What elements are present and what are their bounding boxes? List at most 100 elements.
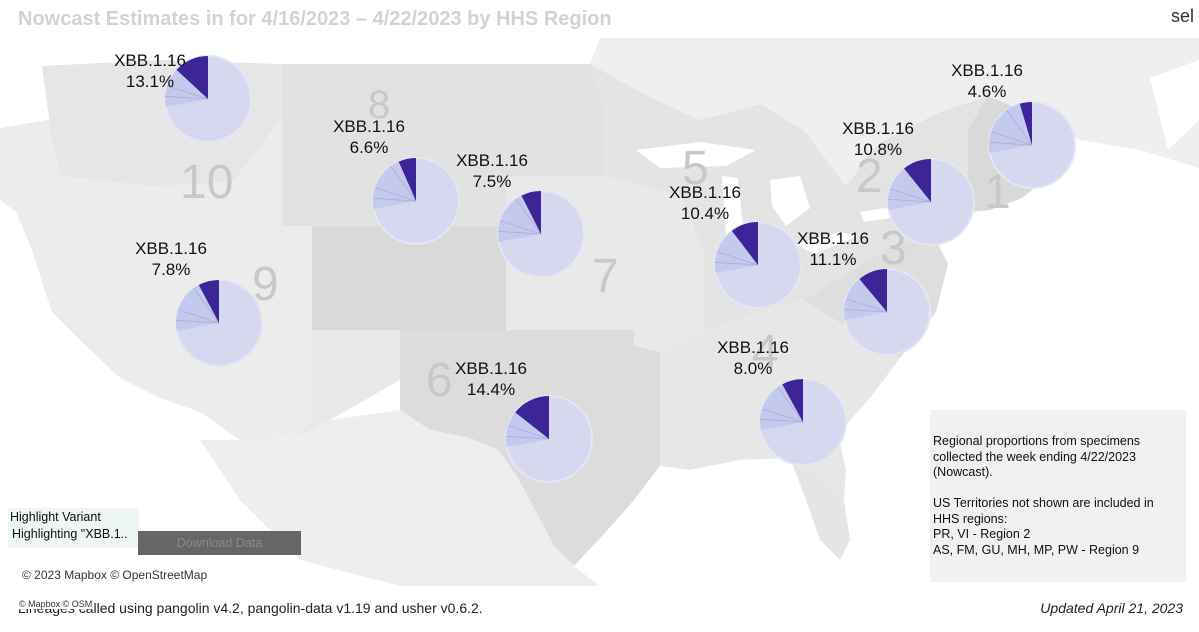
pie-divider [844, 308, 888, 313]
pie-divider [499, 220, 542, 235]
corner-sel-text: sel [1171, 6, 1195, 26]
page-title: Nowcast Estimates in for 4/16/2023 – 4/2… [18, 8, 612, 30]
plains-land [282, 64, 606, 226]
pie-label-region-6: XBB.1.16 14.4% [455, 358, 527, 400]
pie-region-10[interactable] [164, 55, 252, 143]
variant-name: XBB.1.16 [135, 239, 207, 258]
lake-superior [636, 142, 756, 168]
pie-region-7[interactable] [497, 190, 585, 278]
pie-region-2[interactable] [887, 158, 975, 246]
pie-divider [515, 198, 542, 235]
variant-name: XBB.1.16 [455, 359, 527, 378]
gulf-water [574, 458, 820, 586]
lake-erie [796, 232, 858, 254]
pie-other-slice[interactable] [165, 69, 208, 108]
pie-label-region-7: XBB.1.16 7.5% [456, 150, 528, 192]
pie-highlight-slice[interactable] [731, 222, 758, 265]
pie-divider [374, 187, 417, 202]
pie-highlight-slice[interactable] [398, 158, 416, 201]
region-number-4: 4 [752, 326, 779, 379]
southwest-land [300, 330, 400, 436]
pie-divider [715, 261, 759, 266]
pie-highlight-slice[interactable] [859, 269, 887, 312]
variant-percent: 10.4% [680, 204, 730, 223]
pie-divider [888, 198, 932, 203]
pie-label-region-2: XBB.1.16 10.8% [842, 118, 914, 160]
pie-region-3[interactable] [843, 268, 931, 356]
variant-name: XBB.1.16 [456, 151, 528, 170]
bay-white [1150, 60, 1199, 150]
variant-percent: 11.1% [809, 250, 857, 269]
pie-divider [166, 85, 209, 100]
variant-name: XBB.1.16 [669, 183, 741, 202]
pie-divider [498, 230, 542, 235]
region-number-5: 5 [682, 142, 709, 195]
region-pie-charts[interactable] [164, 55, 1076, 483]
variant-percent: 4.6% [967, 82, 1007, 101]
pie-divider [761, 408, 804, 423]
pie-region-5[interactable] [714, 221, 802, 309]
info-box: Regional proportions from specimens coll… [930, 410, 1186, 582]
updated-date: Updated April 21, 2023 [1040, 600, 1183, 616]
region-number-8: 8 [368, 83, 390, 127]
variant-percent: 8.0% [733, 359, 773, 378]
region-number-6: 6 [426, 354, 453, 407]
pie-region-4[interactable] [759, 378, 847, 466]
variant-percent: 7.8% [151, 260, 191, 279]
variant-percent: 7.5% [472, 172, 512, 191]
pie-region-9[interactable] [175, 279, 263, 367]
pie-divider [507, 425, 550, 440]
pie-label-region-9: XBB.1.16 7.8% [135, 238, 207, 280]
pie-divider [845, 298, 888, 313]
region-number-2: 2 [856, 150, 883, 203]
pie-region-6[interactable] [505, 395, 593, 483]
pie-divider [193, 287, 220, 324]
variant-percent: 6.6% [349, 138, 389, 157]
variant-name: XBB.1.16 [333, 117, 405, 136]
map-attribution[interactable]: © 2023 Mapbox © OpenStreetMap [22, 568, 208, 582]
pie-label-region-8: XBB.1.16 6.6% [333, 116, 405, 158]
pie-divider [1006, 109, 1033, 146]
pie-divider [760, 418, 804, 423]
region-number-10: 10 [180, 156, 233, 209]
pie-region-1[interactable] [988, 101, 1076, 189]
canada-east-land [590, 38, 1199, 186]
pie-label-region-3: XBB.1.16 11.1% [797, 228, 869, 270]
pie-highlight-slice[interactable] [515, 396, 549, 439]
pie-region-8[interactable] [372, 157, 460, 245]
info-line: AS, FM, GU, MH, MP, PW - Region 9 [933, 542, 1140, 557]
pie-label-region-10: XBB.1.16 13.1% [114, 50, 186, 92]
pie-divider [177, 309, 220, 324]
region-number-7: 7 [592, 250, 619, 303]
pie-divider [176, 319, 220, 324]
highlight-variant-label: Highlight Variant [10, 510, 101, 524]
pie-label-region-4: XBB.1.16 8.0% [717, 337, 789, 379]
pie-highlight-slice[interactable] [782, 379, 803, 422]
info-line: Regional proportions from specimens [933, 434, 1141, 448]
pie-label-region-1: XBB.1.16 4.6% [951, 60, 1023, 102]
pie-divider [989, 141, 1033, 146]
footer-note: Lineages called using pangolin v4.2, pan… [18, 600, 483, 616]
pie-label-region-5: XBB.1.16 10.4% [669, 182, 741, 224]
pie-divider [716, 251, 759, 266]
info-line: HHS regions: [933, 511, 1008, 526]
pie-highlight-slice[interactable] [904, 159, 931, 202]
pie-highlight-slice[interactable] [521, 191, 541, 234]
rockies-land [312, 226, 506, 330]
pie-highlight-slice[interactable] [176, 56, 208, 99]
pie-other-slice[interactable] [714, 230, 758, 274]
highlight-variant-control[interactable]: Highlight Variant Highlighting "XBB.1.. [8, 508, 139, 548]
download-data-button[interactable]: Download Data [138, 531, 301, 555]
info-line: US Territories not shown are included in [933, 496, 1154, 510]
pie-highlight-slice[interactable] [198, 280, 219, 323]
variant-percent: 14.4% [466, 380, 516, 399]
variant-name: XBB.1.16 [842, 119, 914, 138]
pie-divider [373, 197, 417, 202]
pie-other-slice[interactable] [989, 103, 1032, 154]
pie-divider [165, 95, 209, 100]
pie-highlight-slice[interactable] [1019, 102, 1032, 145]
variant-name: XBB.1.16 [797, 229, 869, 248]
highlight-variant-value[interactable]: Highlighting "XBB.1.. [12, 527, 128, 541]
map-attribution-small[interactable]: © Mapbox © OSM [18, 599, 94, 609]
florida-land [790, 458, 850, 560]
